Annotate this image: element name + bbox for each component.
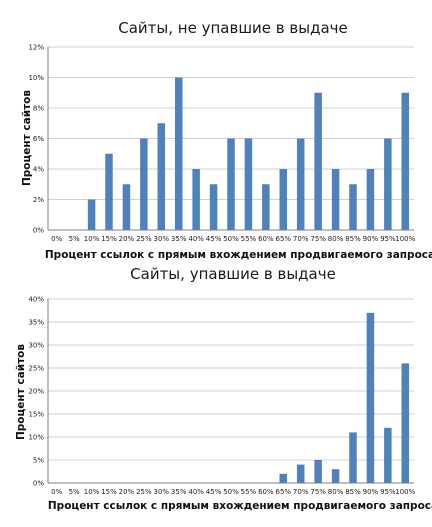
chart-2-bar-100pct bbox=[401, 363, 410, 483]
chart-2-x-tick-label: 30% bbox=[154, 488, 170, 496]
chart-1-x-tick-label: 80% bbox=[328, 235, 344, 243]
chart-1-bar-35pct bbox=[174, 77, 183, 230]
chart-1-bar-60pct bbox=[262, 184, 270, 230]
chart-1-bar-100pct bbox=[401, 92, 410, 230]
chart-1-title: Сайты, не упавшие в выдаче bbox=[118, 19, 347, 37]
chart-2-bar-70pct bbox=[296, 464, 305, 483]
chart-1-bar-20pct bbox=[122, 184, 131, 230]
chart-1-y-tick-label: 8% bbox=[33, 105, 44, 113]
chart-1-y-tick-label: 4% bbox=[33, 166, 44, 174]
chart-1-x-tick-label: 95% bbox=[380, 235, 396, 243]
chart-1-bar-40pct bbox=[192, 169, 200, 230]
chart-1-bar-75pct bbox=[314, 92, 322, 230]
chart-1-x-tick-label: 45% bbox=[206, 235, 222, 243]
chart-2-x-tick-label: 80% bbox=[328, 488, 344, 496]
chart-2-x-tick-label: 70% bbox=[293, 488, 309, 496]
chart-1-y-tick-label: 0% bbox=[33, 227, 44, 235]
chart-2-x-tick-label: 75% bbox=[310, 488, 326, 496]
chart-1-bar-50pct bbox=[227, 138, 235, 230]
chart-2-x-tick-label: 65% bbox=[276, 488, 292, 496]
chart-1-x-tick-label: 40% bbox=[188, 235, 204, 243]
chart-2-x-tick-label: 25% bbox=[136, 488, 152, 496]
chart-1-x-tick-label: 50% bbox=[223, 235, 239, 243]
chart-1-x-tick-label: 20% bbox=[119, 235, 135, 243]
chart-1-x-tick-label: 0% bbox=[51, 235, 62, 243]
chart-2-x-tick-label: 15% bbox=[101, 488, 117, 496]
chart-2-x-tick-label: 5% bbox=[69, 488, 80, 496]
chart-1-bar-80pct bbox=[331, 169, 340, 230]
chart-2-y-tick-label: 40% bbox=[28, 296, 44, 304]
chart-2-plot: 0%5%10%15%20%25%30%35%40%0% 5% 10% 15% 20% 25… bbox=[28, 296, 415, 497]
chart-2-x-tick-label: 10% bbox=[84, 488, 100, 496]
chart-1-bar-10pct bbox=[87, 199, 96, 230]
chart-1-x-tick-label: 75% bbox=[310, 235, 326, 243]
chart-1-x-tick-label: 90% bbox=[363, 235, 379, 243]
chart-1-y-axis-title: Процент сайтов bbox=[21, 90, 33, 186]
chart-1-x-tick-label: 55% bbox=[241, 235, 257, 243]
chart-2-bar-85pct bbox=[349, 432, 357, 483]
chart-1-x-tick-label: 30% bbox=[154, 235, 170, 243]
chart-2-y-tick-label: 25% bbox=[28, 365, 44, 373]
chart-1-bar-45pct bbox=[209, 184, 218, 230]
chart-1-bar-30pct bbox=[157, 123, 166, 230]
chart-1: Сайты, не упавшие в выдаче Процент сайто… bbox=[21, 19, 432, 261]
chart-2-y-tick-label: 0% bbox=[33, 480, 44, 488]
chart-1-bar-85pct bbox=[349, 184, 357, 230]
chart-2-x-tick-label: 100% bbox=[395, 488, 415, 496]
chart-1-x-tick-label: 5% bbox=[69, 235, 80, 243]
chart-2-title: Сайты, упавшие в выдаче bbox=[130, 265, 336, 283]
chart-1-x-tick-label: 25% bbox=[136, 235, 152, 243]
chart-1-x-tick-label: 60% bbox=[258, 235, 274, 243]
chart-2-x-tick-label: 90% bbox=[363, 488, 379, 496]
chart-2: Сайты, упавшие в выдаче Процент сайтов П… bbox=[15, 265, 432, 512]
chart-2-x-tick-label: 45% bbox=[206, 488, 222, 496]
chart-2-bar-65pct bbox=[279, 473, 288, 483]
chart-2-x-tick-label: 95% bbox=[380, 488, 396, 496]
chart-2-x-tick-label: 0% bbox=[51, 488, 62, 496]
chart-1-bar-70pct bbox=[296, 138, 305, 230]
chart-2-y-tick-label: 10% bbox=[28, 434, 44, 442]
chart-2-bar-95pct bbox=[384, 427, 392, 483]
chart-2-x-tick-label: 60% bbox=[258, 488, 274, 496]
chart-1-x-tick-label: 10% bbox=[84, 235, 100, 243]
chart-2-bar-75pct bbox=[314, 460, 322, 483]
chart-1-y-tick-label: 6% bbox=[33, 135, 44, 143]
chart-2-x-tick-label: 20% bbox=[119, 488, 135, 496]
chart-1-y-tick-label: 12% bbox=[28, 44, 44, 52]
chart-1-x-tick-label: 15% bbox=[101, 235, 117, 243]
chart-2-x-tick-label: 50% bbox=[223, 488, 239, 496]
chart-1-x-tick-label: 100% bbox=[395, 235, 415, 243]
chart-1-plot: 0%2%4%6%8%10%12%0% 5% 10% 15% 20% 25% 30% 35% 40… bbox=[28, 44, 415, 244]
chart-2-x-tick-label: 35% bbox=[171, 488, 187, 496]
chart-2-y-tick-label: 5% bbox=[33, 457, 44, 465]
chart-2-y-tick-label: 30% bbox=[28, 342, 44, 350]
chart-2-y-axis-title: Процент сайтов bbox=[15, 344, 27, 440]
chart-1-x-axis-title: Процент ссылок с прямым вхождением продв… bbox=[45, 249, 432, 261]
chart-2-y-tick-label: 35% bbox=[28, 319, 44, 327]
chart-1-bar-90pct bbox=[366, 169, 375, 230]
chart-1-bar-95pct bbox=[384, 138, 392, 230]
chart-1-bar-65pct bbox=[279, 169, 288, 230]
chart-2-x-tick-label: 85% bbox=[345, 488, 361, 496]
chart-2-x-axis-title: Процент ссылок с прямым вхождением продв… bbox=[48, 500, 432, 512]
chart-1-x-tick-label: 65% bbox=[276, 235, 292, 243]
chart-2-x-tick-label: 40% bbox=[188, 488, 204, 496]
chart-1-y-tick-label: 2% bbox=[33, 196, 44, 204]
chart-1-x-tick-label: 70% bbox=[293, 235, 309, 243]
chart-2-y-tick-label: 15% bbox=[28, 411, 44, 419]
chart-1-bar-15pct bbox=[105, 153, 113, 230]
chart-1-bar-25pct bbox=[140, 138, 148, 230]
chart-1-y-tick-label: 10% bbox=[28, 74, 44, 82]
chart-1-bar-55pct bbox=[244, 138, 253, 230]
chart-2-bar-80pct bbox=[331, 469, 340, 483]
chart-1-x-tick-label: 35% bbox=[171, 235, 187, 243]
chart-2-bar-90pct bbox=[366, 312, 375, 483]
chart-2-y-tick-label: 20% bbox=[28, 388, 44, 396]
chart-2-x-tick-label: 55% bbox=[241, 488, 257, 496]
chart-1-x-tick-label: 85% bbox=[345, 235, 361, 243]
